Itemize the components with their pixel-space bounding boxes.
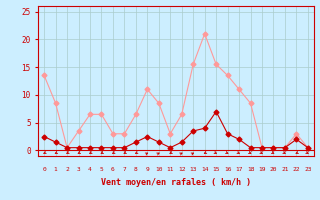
X-axis label: Vent moyen/en rafales ( km/h ): Vent moyen/en rafales ( km/h )	[101, 178, 251, 187]
